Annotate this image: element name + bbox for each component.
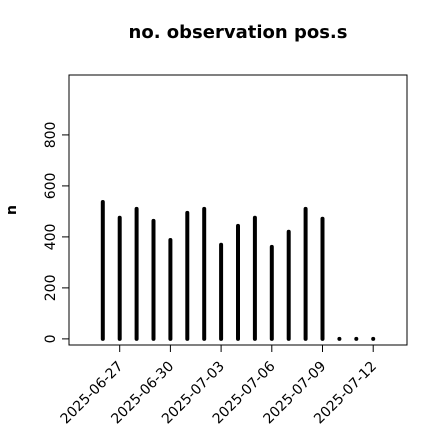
y-axis-label: n [4,205,20,215]
y-tick-label: 400 [43,224,59,251]
y-tick-label: 800 [43,122,59,149]
chart-title: no. observation pos.s [129,22,348,43]
y-tick-label: 200 [43,275,59,302]
y-tick-label: 0 [43,334,59,343]
plot-box [68,74,408,346]
y-tick-label: 600 [43,173,59,200]
